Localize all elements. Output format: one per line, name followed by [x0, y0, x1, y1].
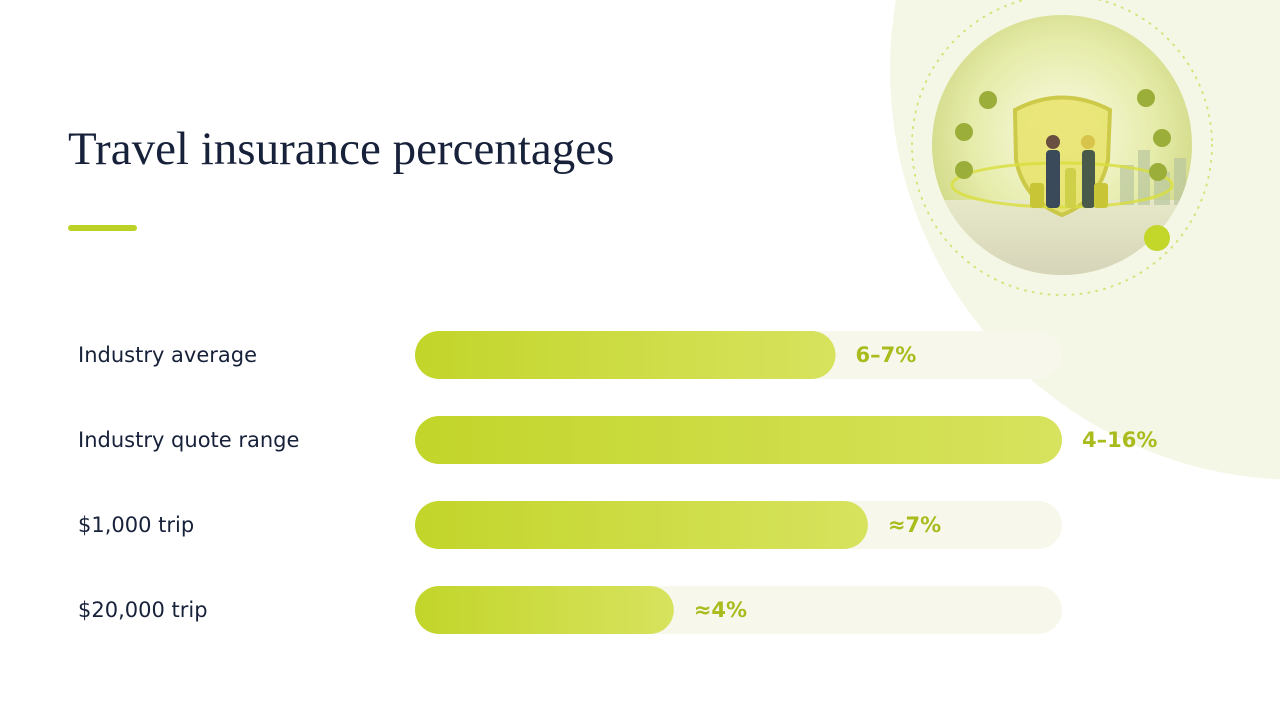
value-label: 6–7% [856, 343, 917, 367]
bar [415, 586, 674, 634]
category-label: Industry average [78, 343, 257, 367]
title-accent [68, 225, 137, 231]
dotted-ring [911, 0, 1213, 296]
illustration [932, 15, 1192, 275]
value-label: 4–16% [1082, 428, 1157, 452]
bar [415, 416, 1062, 464]
value-label: ≈4% [694, 598, 747, 622]
category-label: $20,000 trip [78, 598, 208, 622]
bar [415, 331, 836, 379]
chart-title: Travel insurance percentages [68, 123, 614, 175]
category-label: $1,000 trip [78, 513, 194, 537]
bar [415, 501, 868, 549]
value-label: ≈7% [888, 513, 941, 537]
category-label: Industry quote range [78, 428, 299, 452]
accent-dot [1144, 225, 1170, 251]
